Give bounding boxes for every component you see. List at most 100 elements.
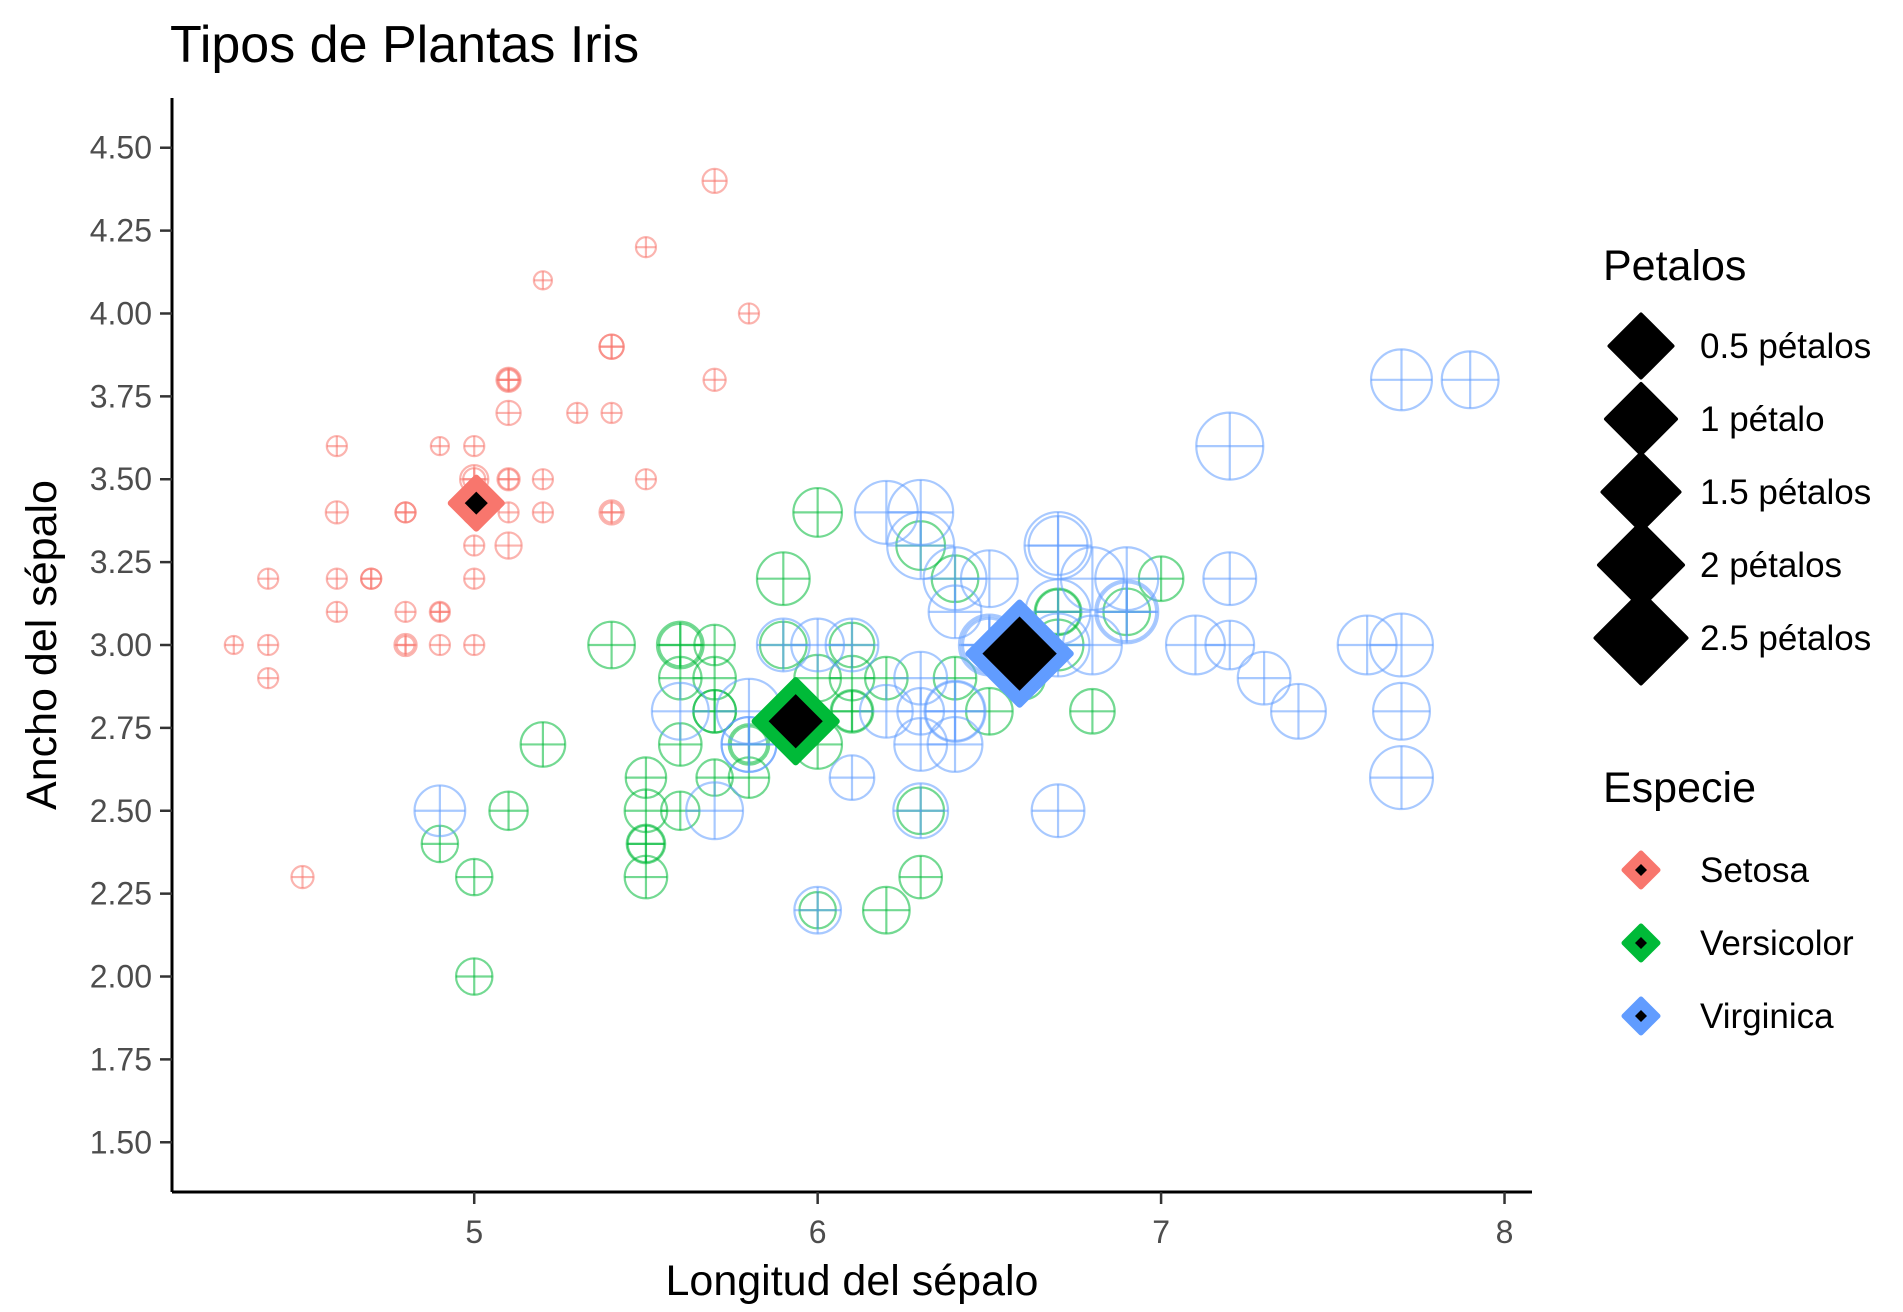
data-point: [1440, 350, 1500, 410]
centroid-marker: [447, 474, 505, 532]
data-point: [685, 781, 745, 841]
x-axis-ticks: 5 6 7 8: [465, 1192, 1513, 1250]
y-tick-label: 4.50: [90, 130, 152, 166]
x-axis-title: Longitud del sépalo: [666, 1257, 1039, 1305]
color-legend-label: Versicolor: [1700, 924, 1854, 963]
color-legend-title: Especie: [1603, 764, 1756, 812]
data-point: [488, 790, 529, 832]
data-point: [463, 567, 486, 590]
y-tick-label: 1.75: [90, 1041, 152, 1077]
data-point: [587, 620, 636, 670]
centroid-marker: [965, 599, 1074, 708]
data-point: [828, 754, 876, 801]
data-point: [1202, 551, 1258, 607]
data-point: [531, 501, 555, 524]
data-point: [429, 435, 450, 457]
data-point: [257, 567, 280, 590]
size-legend-label: 2 pétalos: [1700, 546, 1842, 585]
data-point: [1269, 682, 1327, 740]
size-legend-label: 0.5 pétalos: [1700, 327, 1871, 366]
data-point: [1368, 612, 1435, 678]
y-tick-label: 3.50: [90, 461, 152, 497]
y-tick-label: 4.25: [90, 213, 152, 249]
data-point: [325, 567, 348, 590]
data-point: [793, 885, 843, 935]
data-point: [1371, 681, 1431, 741]
data-point: [394, 501, 417, 524]
data-point: [324, 500, 350, 525]
color-legend: Especie Setosa Versicolor Virginica: [1603, 764, 1854, 1036]
color-legend-label: Virginica: [1700, 997, 1834, 1036]
data-point: [1059, 546, 1125, 612]
data-point: [898, 854, 944, 900]
data-point: [413, 784, 467, 838]
x-tick-label: 7: [1152, 1214, 1170, 1250]
y-tick-label: 2.00: [90, 959, 152, 995]
data-point: [1204, 619, 1256, 671]
data-point: [624, 756, 668, 799]
data-point: [1094, 579, 1160, 645]
data-point: [598, 499, 625, 526]
data-points: [223, 167, 1500, 996]
data-point: [223, 634, 244, 656]
data-point: [892, 782, 950, 840]
y-axis-title: Ancho del sépalo: [18, 480, 66, 810]
x-tick-label: 6: [809, 1214, 827, 1250]
y-tick-label: 3.00: [90, 627, 152, 663]
data-point: [454, 857, 494, 897]
data-point: [755, 551, 811, 607]
data-point: [360, 567, 383, 590]
data-point: [325, 600, 348, 623]
data-point: [531, 468, 555, 491]
data-point: [896, 686, 946, 736]
data-point: [1023, 510, 1093, 581]
y-tick-label: 2.50: [90, 793, 152, 829]
size-legend: Petalos 0.5 pétalos 1 pétalo 1.5 pétalos 2 …: [1593, 242, 1871, 686]
data-point: [566, 401, 589, 425]
size-legend-key: [1604, 382, 1678, 456]
data-point: [634, 468, 658, 491]
data-point: [394, 600, 417, 623]
y-tick-label: 2.75: [90, 710, 152, 746]
size-legend-key: [1593, 590, 1689, 686]
data-point: [598, 333, 625, 360]
size-legend-key: [1600, 451, 1682, 533]
data-point: [1030, 783, 1086, 839]
data-point: [519, 721, 567, 768]
data-point: [257, 667, 280, 690]
centroids: [447, 474, 1074, 766]
data-point: [702, 367, 727, 392]
data-point: [861, 885, 911, 935]
data-point: [497, 368, 520, 391]
data-point: [463, 633, 486, 657]
data-point: [257, 633, 280, 657]
data-point: [463, 434, 486, 458]
data-point: [393, 632, 418, 658]
y-tick-label: 4.00: [90, 295, 152, 331]
data-point: [290, 864, 315, 890]
color-legend-key: [1621, 850, 1661, 890]
x-tick-label: 5: [465, 1214, 483, 1250]
data-point: [496, 467, 521, 492]
data-point: [600, 401, 623, 425]
data-point: [1236, 650, 1292, 706]
size-legend-key: [1607, 312, 1675, 380]
size-legend-label: 2.5 pétalos: [1700, 619, 1871, 658]
data-point: [650, 681, 710, 741]
y-tick-label: 2.25: [90, 876, 152, 912]
data-point: [634, 236, 658, 259]
data-point: [1368, 745, 1435, 811]
size-legend-title: Petalos: [1603, 242, 1746, 290]
data-point: [428, 633, 452, 657]
data-point: [755, 617, 811, 673]
y-axis-ticks: 1.50 1.75 2.00 2.25 2.50 2.75 3.00 3.25 3.50 3.75…: [90, 130, 172, 1160]
size-legend-label: 1.5 pétalos: [1700, 473, 1871, 512]
data-point: [927, 584, 983, 640]
data-point: [701, 167, 728, 195]
data-point: [325, 434, 348, 458]
data-point: [494, 531, 523, 560]
data-point: [792, 486, 844, 538]
y-tick-label: 3.25: [90, 544, 152, 580]
x-tick-label: 8: [1496, 1214, 1514, 1250]
